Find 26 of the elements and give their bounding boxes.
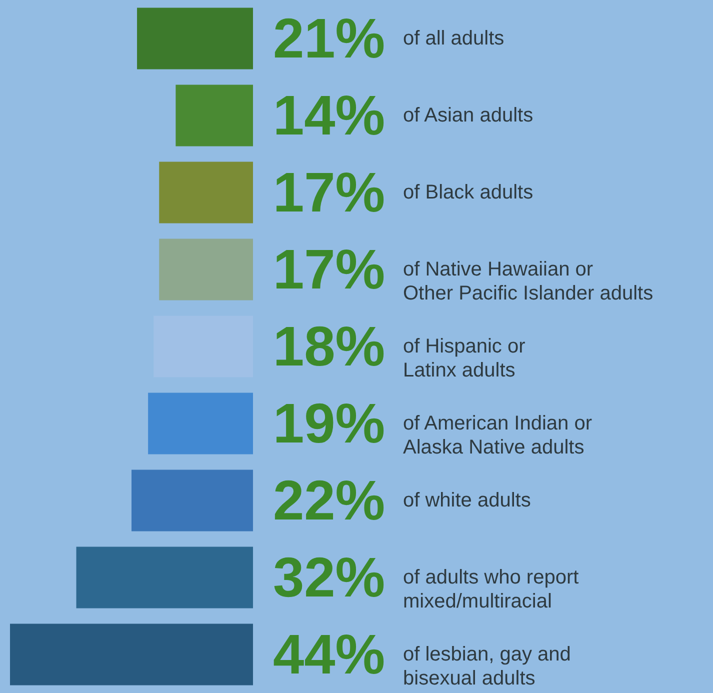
y-tick-label: of Asian adults bbox=[403, 104, 534, 126]
data-label: 44% bbox=[273, 622, 386, 686]
data-label: 18% bbox=[273, 314, 386, 378]
y-tick-label: of Hispanic or Latinx adults bbox=[403, 336, 526, 382]
bar bbox=[176, 84, 253, 146]
data-label: 21% bbox=[273, 6, 386, 70]
y-tick-label: of American Indian or Alaska Native adults bbox=[403, 412, 592, 458]
y-tick-label: of Native Hawaiian or Other Pacific Islander adults bbox=[403, 258, 654, 304]
bar bbox=[159, 238, 253, 300]
y-tick-label: of lesbian, gay and bisexual adults bbox=[403, 644, 571, 690]
y-tick-label: of Black adults bbox=[403, 182, 534, 204]
data-label: 22% bbox=[273, 468, 386, 532]
bar bbox=[148, 392, 253, 454]
data-label: 17% bbox=[273, 238, 386, 300]
data-label: 14% bbox=[273, 84, 386, 146]
data-label: 19% bbox=[273, 392, 386, 454]
data-label: 17% bbox=[273, 160, 386, 224]
bar bbox=[137, 8, 253, 70]
bar bbox=[132, 470, 253, 532]
bar bbox=[159, 162, 253, 224]
bar bbox=[10, 624, 253, 686]
y-tick-label: of all adults bbox=[403, 28, 504, 50]
bar bbox=[76, 546, 253, 608]
y-tick-label: of white adults bbox=[403, 490, 531, 512]
data-label: 32% bbox=[273, 546, 386, 608]
y-tick-label: of adults who report mixed/multiracial bbox=[403, 566, 580, 612]
